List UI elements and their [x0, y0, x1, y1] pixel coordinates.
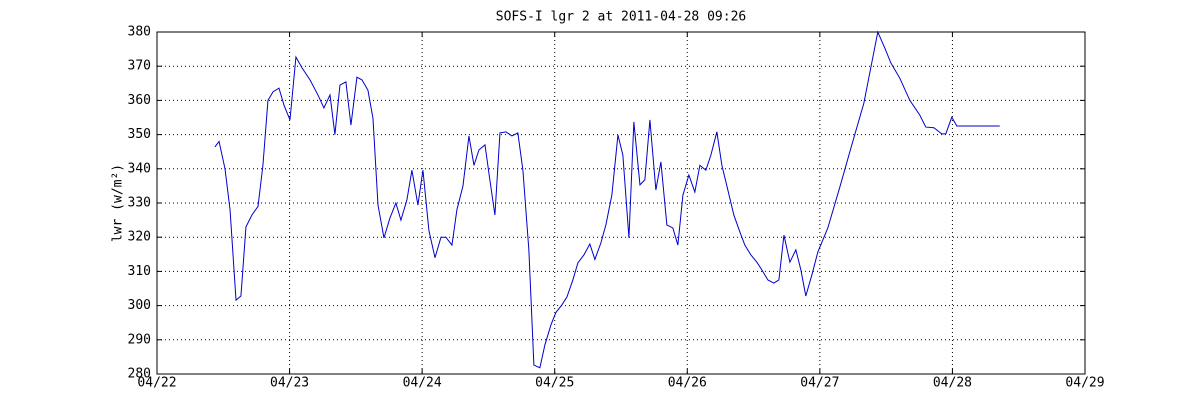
y-tick-label: 290	[128, 332, 151, 347]
x-tick-label: 04/28	[933, 376, 972, 391]
y-tick-label: 370	[128, 59, 151, 74]
x-tick-label: 04/22	[137, 376, 176, 391]
x-tick-label: 04/27	[800, 376, 839, 391]
y-tick-label: 340	[128, 161, 151, 176]
chart-title: SOFS-I lgr 2 at 2011-04-28 09:26	[496, 10, 746, 25]
y-tick-label: 320	[128, 230, 151, 245]
y-tick-label: 350	[128, 127, 151, 142]
y-tick-label: 310	[128, 264, 151, 279]
y-tick-label: 360	[128, 93, 151, 108]
data-line	[214, 30, 1000, 369]
x-tick-label: 04/29	[1065, 376, 1104, 391]
y-tick-label: 280	[128, 367, 151, 382]
y-tick-label: 300	[128, 298, 151, 313]
x-tick-label: 04/23	[270, 376, 309, 391]
plot-frame	[156, 31, 1086, 375]
y-tick-label: 330	[128, 196, 151, 211]
x-tick-label: 04/24	[403, 376, 442, 391]
y-axis-label: lwr (w/m²)	[111, 164, 126, 242]
x-tick-label: 04/25	[535, 376, 574, 391]
x-tick-label: 04/26	[668, 376, 707, 391]
y-tick-label: 380	[128, 25, 151, 40]
